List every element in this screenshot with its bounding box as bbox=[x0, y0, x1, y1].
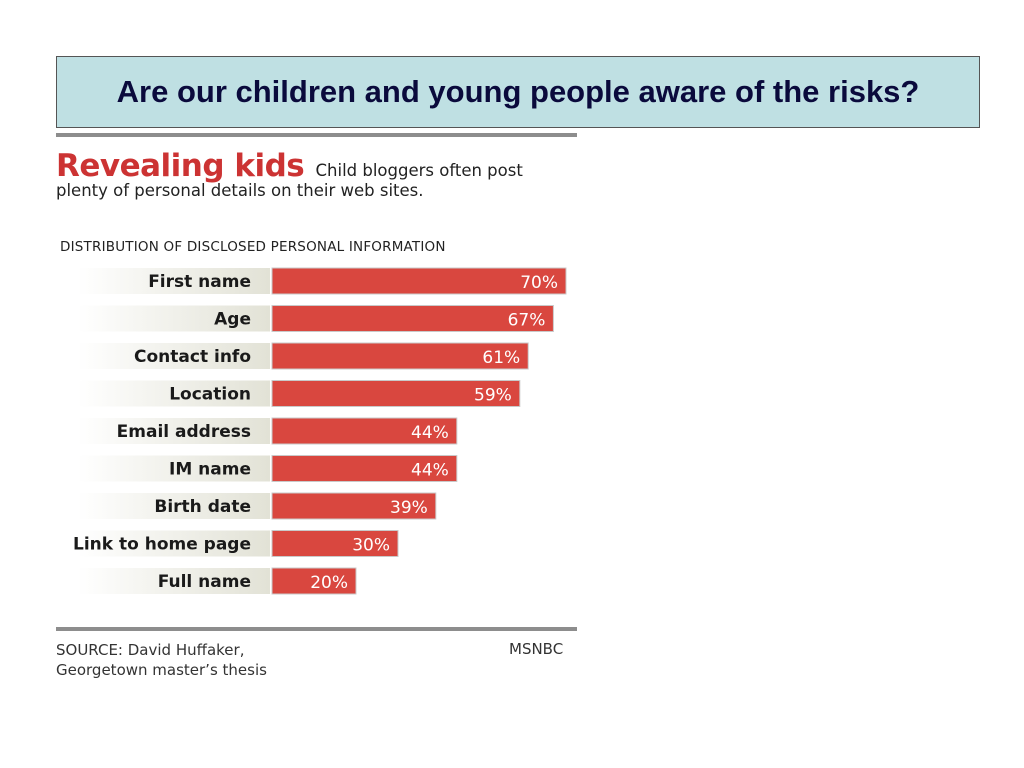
graphic-headline: Revealing kids bbox=[56, 148, 305, 184]
bar bbox=[271, 380, 521, 407]
category-label-bg bbox=[78, 568, 270, 594]
source-line-1: SOURCE: David Huffaker, bbox=[56, 641, 245, 659]
bar bbox=[271, 530, 399, 557]
category-label: First name bbox=[148, 272, 251, 292]
data-label: 67% bbox=[508, 311, 546, 331]
graphic-subtitle-line2: plenty of personal details on their web … bbox=[56, 181, 424, 200]
data-label: 61% bbox=[482, 348, 520, 368]
data-label: 30% bbox=[352, 536, 390, 556]
bar bbox=[271, 267, 567, 295]
source-line-2: Georgetown master’s thesis bbox=[56, 661, 267, 679]
category-label-bg bbox=[78, 493, 270, 519]
category-label: Birth date bbox=[154, 497, 251, 517]
category-label: Contact info bbox=[134, 347, 251, 367]
data-label: 44% bbox=[411, 461, 449, 481]
category-label: Full name bbox=[158, 572, 251, 592]
data-label: 44% bbox=[411, 423, 449, 443]
bar bbox=[271, 342, 529, 370]
bar bbox=[271, 567, 357, 595]
category-label-bg bbox=[78, 343, 270, 369]
category-label: Link to home page bbox=[73, 535, 251, 555]
credit-label: MSNBC bbox=[509, 640, 564, 658]
category-label-bg bbox=[78, 530, 270, 557]
category-label: Email address bbox=[117, 422, 251, 442]
data-label: 39% bbox=[390, 498, 428, 518]
category-label: Age bbox=[214, 310, 251, 330]
category-label-bg bbox=[78, 418, 270, 444]
data-label: 70% bbox=[520, 273, 558, 293]
bar bbox=[271, 417, 458, 445]
category-label-bg bbox=[78, 380, 270, 407]
bottom-rule bbox=[56, 627, 577, 631]
slide-title-box: Are our children and young people aware … bbox=[56, 56, 980, 128]
category-label: Location bbox=[169, 385, 251, 405]
category-label: IM name bbox=[169, 460, 251, 480]
category-label-bg bbox=[78, 455, 270, 482]
bar bbox=[271, 305, 554, 332]
bars-group: First name 70% Age 67% Contact info 61% Locati… bbox=[73, 267, 567, 595]
data-label: 59% bbox=[474, 386, 512, 406]
top-rule bbox=[56, 133, 577, 137]
source-note: SOURCE: David Huffaker, Georgetown maste… bbox=[56, 640, 456, 680]
graphic-subtitle-line1: Child bloggers often post bbox=[315, 161, 523, 180]
graphic-title-block: Revealing kids Child bloggers often post… bbox=[56, 151, 577, 203]
chart-title: DISTRIBUTION OF DISCLOSED PERSONAL INFOR… bbox=[60, 239, 446, 255]
bar bbox=[271, 455, 458, 482]
category-label-bg bbox=[78, 268, 270, 294]
bar bbox=[271, 492, 437, 520]
data-label: 20% bbox=[310, 573, 348, 593]
category-label-bg bbox=[78, 305, 270, 332]
slide-title: Are our children and young people aware … bbox=[116, 74, 920, 109]
